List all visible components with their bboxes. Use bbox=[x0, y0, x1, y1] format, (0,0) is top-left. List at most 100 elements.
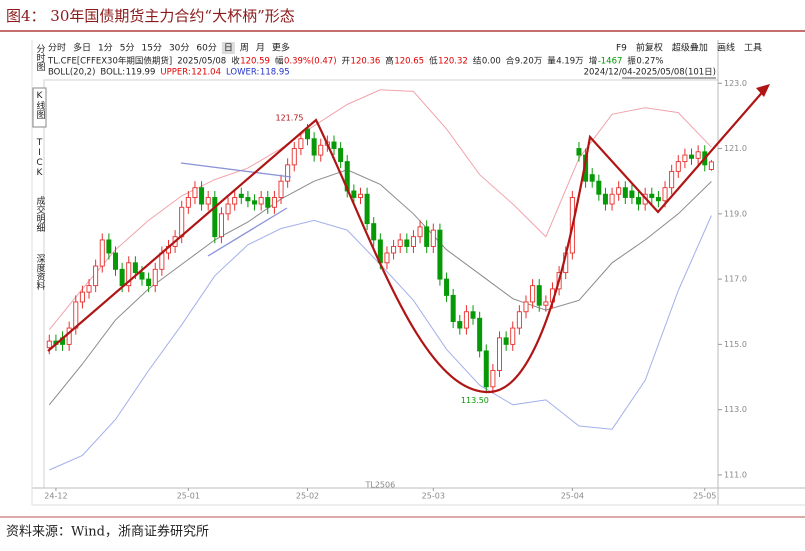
band-value: 121.04 bbox=[191, 68, 221, 78]
candle-body bbox=[655, 197, 661, 202]
candle-body bbox=[516, 311, 522, 329]
band-label: LOWER: bbox=[226, 68, 259, 78]
candle-body bbox=[185, 197, 191, 208]
x-tick-label: 25-01 bbox=[177, 492, 200, 501]
quote-label: 合 bbox=[506, 56, 515, 67]
candle-body bbox=[602, 193, 608, 205]
quote-value: 9.20万 bbox=[515, 57, 542, 67]
candle-body bbox=[536, 285, 542, 306]
candle-body bbox=[444, 278, 450, 296]
toolbar-button[interactable]: 1分 bbox=[98, 43, 113, 54]
triangle-line bbox=[207, 207, 288, 257]
candle-body bbox=[497, 337, 503, 371]
price-annotation: 113.50 bbox=[461, 396, 489, 405]
candle-body bbox=[212, 197, 218, 238]
plot-area bbox=[43, 79, 719, 489]
candle-body bbox=[682, 154, 688, 163]
candle-body bbox=[596, 180, 602, 195]
candle-body bbox=[305, 128, 311, 140]
sidebar-tab[interactable]: 成交明细 bbox=[35, 195, 46, 232]
toolbar-button[interactable]: 前复权 bbox=[636, 42, 663, 54]
toolbar-button[interactable]: 5分 bbox=[120, 43, 135, 54]
candle-body bbox=[245, 197, 251, 202]
sidebar-tab[interactable]: TICK bbox=[35, 138, 45, 178]
toolbar-button[interactable]: 15分 bbox=[142, 43, 162, 54]
candle-body bbox=[318, 144, 324, 156]
toolbar-button[interactable]: 日 bbox=[224, 43, 233, 54]
toolbar-button[interactable]: 30分 bbox=[169, 43, 189, 54]
price-annotation: 121.75 bbox=[276, 114, 304, 123]
candle-body bbox=[93, 265, 99, 287]
toolbar-button[interactable]: 多日 bbox=[73, 42, 91, 54]
toolbar-button[interactable]: 60分 bbox=[196, 43, 216, 54]
candle-body bbox=[331, 141, 337, 149]
quote-label: 结 bbox=[473, 56, 482, 67]
candle-body bbox=[119, 268, 125, 287]
toolbar-active bbox=[221, 42, 235, 54]
quote-value: 0.39%(0.47) bbox=[284, 57, 337, 67]
quote-label: 开 bbox=[342, 57, 351, 67]
quote-label: 增 bbox=[589, 56, 598, 67]
toolbar-button[interactable]: 分时 bbox=[48, 42, 66, 54]
candle-body bbox=[589, 174, 595, 182]
candle-body bbox=[265, 197, 271, 208]
y-tick-label: 123.0 bbox=[724, 79, 747, 88]
x-tick-label: 25-05 bbox=[693, 492, 716, 501]
candle-body bbox=[258, 197, 264, 205]
band-value: 119.99 bbox=[126, 68, 156, 78]
figure-title: 图4： 30年国债期货主力合约“大杯柄”形态 bbox=[6, 7, 295, 25]
symbol: TL.CFE[CFFEX30年期国债期货] bbox=[47, 56, 172, 67]
quote-value: 120.59 bbox=[240, 57, 270, 67]
candle-body bbox=[139, 272, 145, 280]
triangle-line bbox=[180, 162, 292, 178]
candle-body bbox=[463, 311, 469, 329]
toolbar-button[interactable]: 画线 bbox=[717, 42, 735, 54]
candle-body bbox=[576, 148, 582, 156]
candle-body bbox=[410, 236, 416, 247]
sidebar-tab[interactable]: 分时图 bbox=[35, 44, 46, 72]
candle-body bbox=[73, 301, 79, 329]
candle-body bbox=[371, 223, 377, 241]
candle-body bbox=[364, 193, 370, 225]
toolbar-button[interactable]: 周 bbox=[240, 43, 249, 54]
candle-body bbox=[477, 317, 483, 352]
x-tick-label: 25-03 bbox=[422, 492, 445, 501]
candle-body bbox=[252, 200, 258, 205]
band-label: UPPER: bbox=[160, 68, 190, 78]
toolbar-button[interactable]: 工具 bbox=[744, 43, 762, 54]
sidebar-tab[interactable]: K线图 bbox=[35, 91, 46, 120]
candle-body bbox=[417, 226, 423, 238]
band-line bbox=[48, 169, 712, 406]
toolbar-button[interactable]: F9 bbox=[616, 44, 627, 54]
candle-body bbox=[708, 161, 714, 170]
quote-label: 高 bbox=[385, 56, 394, 67]
candle-body bbox=[152, 268, 158, 287]
candle-body bbox=[695, 151, 701, 159]
date-range: 2024/12/04-2025/05/08(101日) bbox=[584, 68, 716, 78]
date: 2025/05/08 bbox=[177, 57, 226, 67]
candle-body bbox=[192, 187, 198, 198]
band-line bbox=[48, 89, 712, 331]
arrow-head bbox=[756, 84, 770, 97]
x-tick-label: 25-02 bbox=[296, 492, 319, 501]
candle-body bbox=[146, 278, 152, 287]
toolbar-button[interactable]: 超级叠加 bbox=[672, 42, 708, 54]
quote-label: 量 bbox=[547, 57, 556, 67]
candle-body bbox=[616, 187, 622, 195]
quote-label: 低 bbox=[429, 56, 438, 67]
candle-body bbox=[79, 291, 85, 303]
source: 资料来源：Wind，浙商证券研究所 bbox=[6, 524, 209, 540]
quote-value: 120.32 bbox=[438, 57, 468, 67]
quote-value: -1467 bbox=[598, 57, 623, 67]
candle-body bbox=[404, 239, 410, 247]
candle-body bbox=[662, 187, 668, 202]
toolbar-button[interactable]: 更多 bbox=[272, 42, 290, 54]
candle-body bbox=[543, 301, 549, 306]
candle-body bbox=[669, 170, 675, 189]
candle-body bbox=[99, 239, 105, 267]
sidebar-tab[interactable]: 深度资料 bbox=[35, 254, 46, 291]
candle-body bbox=[113, 252, 119, 270]
candle-body bbox=[271, 197, 277, 208]
quote-label: 幅 bbox=[275, 56, 284, 67]
toolbar-button[interactable]: 月 bbox=[256, 43, 265, 54]
